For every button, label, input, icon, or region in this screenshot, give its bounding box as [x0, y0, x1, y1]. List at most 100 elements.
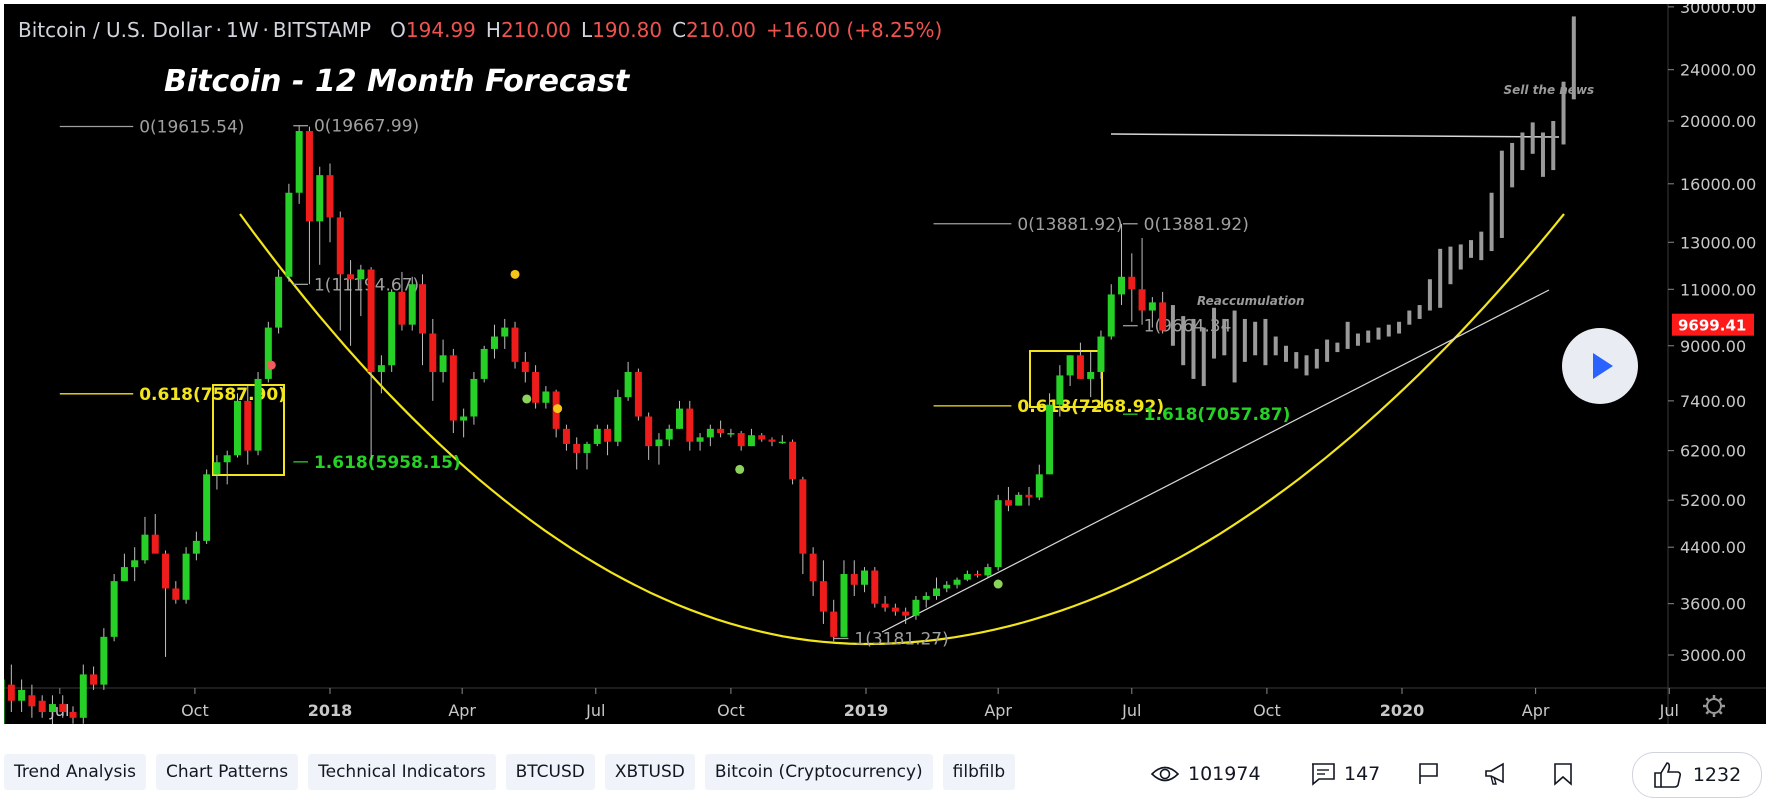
forecast-bar — [1561, 81, 1566, 145]
bookmark-button[interactable] — [1552, 752, 1574, 796]
candle-body — [28, 695, 36, 707]
price-chart[interactable]: 3000.00 3600.00 4400.00 5200.00 6200.00 7400.… — [4, 4, 1766, 724]
candle-body — [696, 437, 704, 442]
candle-body — [264, 327, 272, 379]
y-tick-label: 7400.00 — [1680, 392, 1746, 411]
x-tick-label: Jul — [585, 701, 605, 720]
tag-chip[interactable]: Chart Patterns — [155, 754, 299, 790]
like-button[interactable]: 1232 — [1632, 752, 1762, 798]
forecast-bar — [1253, 321, 1258, 356]
y-tick-label: 9000.00 — [1680, 337, 1746, 356]
symbol-name[interactable]: Bitcoin / U.S. Dollar — [18, 18, 212, 42]
candle-body — [850, 574, 858, 585]
share-button[interactable] — [1483, 752, 1509, 796]
forecast-bar — [1417, 305, 1422, 319]
candle-body — [902, 611, 910, 616]
candle-body — [994, 500, 1002, 568]
forecast-bar — [1438, 248, 1443, 308]
candle-body — [1046, 404, 1054, 475]
forecast-bar — [1407, 310, 1412, 325]
y-tick-label: 24000.00 — [1680, 61, 1756, 80]
candle-body — [336, 217, 344, 275]
comments-count: 147 — [1344, 763, 1381, 785]
likes-count: 1232 — [1692, 764, 1742, 786]
views-stat[interactable]: 101974 — [1150, 752, 1261, 796]
candle-body — [963, 574, 971, 580]
forecast-bar — [1479, 231, 1484, 261]
candle-body — [932, 588, 940, 596]
gear-icon-tooth — [1705, 710, 1710, 715]
last-price-label: 9699.41 — [1678, 317, 1746, 335]
candle-body — [1159, 302, 1167, 331]
candle-body — [830, 611, 838, 637]
y-tick-label: 11000.00 — [1680, 280, 1756, 299]
forecast-bar — [1510, 142, 1515, 188]
forecast-bar — [1386, 324, 1391, 337]
candle-body — [984, 567, 992, 576]
y-tick-label: 30000.00 — [1680, 4, 1756, 17]
forecast-bar — [1335, 342, 1340, 353]
forecast-bar — [1304, 355, 1309, 376]
candle-body — [275, 276, 283, 328]
candle-body — [480, 348, 488, 379]
candle-body — [244, 400, 252, 451]
megaphone-icon — [1485, 762, 1504, 785]
candle-body — [490, 336, 498, 349]
high-label: H — [485, 18, 501, 42]
comments-stat[interactable]: 147 — [1310, 752, 1380, 796]
candle-body — [110, 581, 118, 637]
tag-chip[interactable]: Bitcoin (Cryptocurrency) — [704, 754, 933, 790]
candle-body — [1138, 289, 1146, 311]
candle-body — [778, 441, 786, 444]
candle-body — [460, 416, 468, 421]
tag-chip[interactable]: filbfilb — [942, 754, 1016, 790]
gear-icon[interactable] — [1706, 698, 1722, 714]
candle-body — [7, 684, 15, 701]
last-price-badge — [1672, 313, 1754, 336]
stats-bar: 101974 147 1232 — [1150, 752, 1762, 798]
x-tick-label: 2018 — [308, 701, 353, 720]
candle-body — [316, 175, 324, 222]
forecast-bar — [1397, 321, 1402, 334]
forecast-bar — [1355, 333, 1360, 346]
candle-body — [254, 378, 262, 451]
candle-body — [1107, 294, 1115, 337]
tag-chip[interactable]: Technical Indicators — [308, 754, 496, 790]
tag-chip[interactable]: XBTUSD — [604, 754, 695, 790]
candle-body — [388, 291, 396, 366]
candle-body — [192, 540, 200, 554]
thumbs-up-icon — [1654, 762, 1681, 788]
x-tick-label: Oct — [717, 701, 745, 720]
candle-body — [501, 327, 509, 337]
candle-body — [398, 291, 406, 325]
candle-body — [799, 479, 807, 554]
candle-body — [727, 433, 735, 435]
candle-body — [429, 333, 437, 372]
tag-chip[interactable]: BTCUSD — [505, 754, 595, 790]
flag-icon — [1419, 763, 1438, 784]
candle-body — [1128, 276, 1136, 290]
play-button[interactable] — [1562, 328, 1638, 404]
gear-icon-tooth — [1718, 697, 1723, 702]
candle-body — [583, 443, 591, 453]
candle-body — [1025, 494, 1033, 498]
interval[interactable]: 1W — [226, 18, 259, 42]
x-tick-label: Oct — [181, 701, 209, 720]
candle-body — [562, 428, 570, 444]
forecast-bar — [1489, 192, 1494, 252]
candle-body — [69, 712, 77, 718]
chart-header: Bitcoin / U.S. Dollar · 1W · BITSTAMP O194.9… — [18, 18, 943, 42]
tag-chip[interactable]: Trend Analysis — [4, 754, 146, 790]
gear-icon-tooth — [1705, 697, 1710, 702]
x-tick-label: Apr — [1522, 701, 1550, 720]
flag-button[interactable] — [1416, 752, 1440, 796]
signal-dot — [993, 579, 1003, 589]
candle-body — [48, 704, 56, 713]
candle-body — [1087, 371, 1095, 379]
candle-body — [974, 574, 982, 576]
forecast-bar — [1242, 318, 1247, 362]
candle-body — [819, 581, 827, 612]
forecast-bar — [1376, 327, 1381, 340]
chart-panel[interactable]: 3000.00 3600.00 4400.00 5200.00 6200.00 7400.… — [4, 4, 1766, 724]
y-tick-label: 13000.00 — [1680, 233, 1756, 252]
